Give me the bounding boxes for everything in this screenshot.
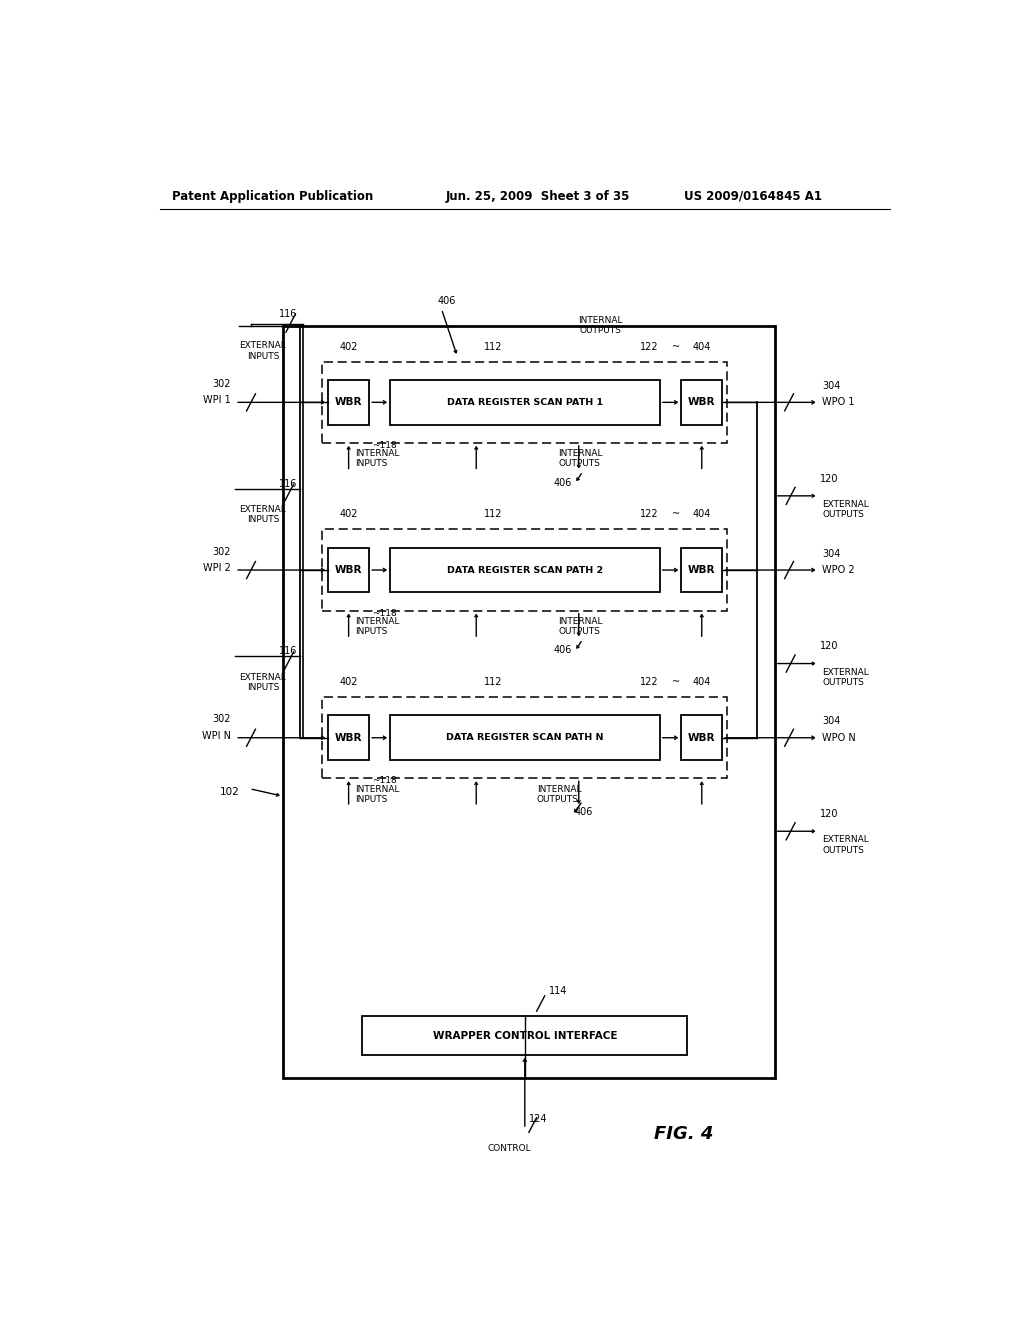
Text: 122: 122 bbox=[640, 510, 658, 519]
FancyBboxPatch shape bbox=[390, 715, 659, 760]
Text: WPO 2: WPO 2 bbox=[822, 565, 855, 576]
Text: INTERNAL
INPUTS: INTERNAL INPUTS bbox=[355, 449, 399, 469]
FancyBboxPatch shape bbox=[328, 548, 370, 593]
Text: 402: 402 bbox=[339, 342, 357, 351]
Text: WPI 1: WPI 1 bbox=[204, 395, 231, 405]
Text: EXTERNAL
OUTPUTS: EXTERNAL OUTPUTS bbox=[822, 500, 869, 519]
Text: INTERNAL
OUTPUTS: INTERNAL OUTPUTS bbox=[537, 784, 582, 804]
Text: INTERNAL
OUTPUTS: INTERNAL OUTPUTS bbox=[558, 449, 603, 469]
Text: EXTERNAL
INPUTS: EXTERNAL INPUTS bbox=[240, 506, 287, 524]
Text: Jun. 25, 2009  Sheet 3 of 35: Jun. 25, 2009 Sheet 3 of 35 bbox=[445, 190, 630, 202]
Text: 402: 402 bbox=[339, 510, 357, 519]
Text: WPO N: WPO N bbox=[822, 733, 856, 743]
Text: INTERNAL
OUTPUTS: INTERNAL OUTPUTS bbox=[578, 315, 623, 335]
Text: 304: 304 bbox=[822, 717, 841, 726]
Text: ~118: ~118 bbox=[372, 441, 396, 450]
Text: Patent Application Publication: Patent Application Publication bbox=[172, 190, 373, 202]
Text: 122: 122 bbox=[640, 677, 658, 686]
Text: 404: 404 bbox=[692, 677, 711, 686]
Text: ~118: ~118 bbox=[372, 609, 396, 618]
Text: WPO 1: WPO 1 bbox=[822, 397, 855, 408]
Text: WPI N: WPI N bbox=[202, 731, 231, 741]
FancyBboxPatch shape bbox=[362, 1016, 687, 1055]
Text: 302: 302 bbox=[213, 546, 231, 557]
Text: 302: 302 bbox=[213, 379, 231, 389]
Text: ~: ~ bbox=[672, 510, 680, 519]
Text: WBR: WBR bbox=[335, 565, 362, 576]
FancyBboxPatch shape bbox=[283, 326, 775, 1078]
Text: 404: 404 bbox=[692, 342, 711, 351]
Text: DATA REGISTER SCAN PATH 1: DATA REGISTER SCAN PATH 1 bbox=[446, 397, 603, 407]
Text: WRAPPER CONTROL INTERFACE: WRAPPER CONTROL INTERFACE bbox=[432, 1031, 617, 1040]
Text: 120: 120 bbox=[820, 809, 839, 818]
Text: 116: 116 bbox=[279, 647, 297, 656]
Text: WPI 2: WPI 2 bbox=[204, 564, 231, 573]
Text: INTERNAL
INPUTS: INTERNAL INPUTS bbox=[355, 784, 399, 804]
Text: 114: 114 bbox=[549, 986, 567, 995]
Text: 112: 112 bbox=[483, 342, 503, 351]
Text: WBR: WBR bbox=[688, 397, 716, 408]
FancyBboxPatch shape bbox=[328, 715, 370, 760]
FancyBboxPatch shape bbox=[390, 380, 659, 425]
Text: ~: ~ bbox=[672, 677, 680, 686]
Text: US 2009/0164845 A1: US 2009/0164845 A1 bbox=[684, 190, 821, 202]
Text: ~: ~ bbox=[672, 342, 680, 351]
Text: 116: 116 bbox=[279, 309, 297, 319]
FancyBboxPatch shape bbox=[681, 548, 722, 593]
FancyBboxPatch shape bbox=[681, 380, 722, 425]
Text: 402: 402 bbox=[339, 677, 357, 686]
Text: 112: 112 bbox=[483, 677, 503, 686]
FancyBboxPatch shape bbox=[390, 548, 659, 593]
Text: 406: 406 bbox=[554, 478, 572, 487]
Text: DATA REGISTER SCAN PATH 2: DATA REGISTER SCAN PATH 2 bbox=[446, 565, 603, 574]
Text: 404: 404 bbox=[692, 510, 711, 519]
Text: WBR: WBR bbox=[335, 397, 362, 408]
Text: 304: 304 bbox=[822, 549, 841, 558]
FancyBboxPatch shape bbox=[328, 380, 370, 425]
Text: 302: 302 bbox=[213, 714, 231, 725]
Text: 120: 120 bbox=[820, 474, 839, 483]
Text: WBR: WBR bbox=[335, 733, 362, 743]
Text: EXTERNAL
OUTPUTS: EXTERNAL OUTPUTS bbox=[822, 668, 869, 686]
Text: 406: 406 bbox=[574, 807, 593, 817]
Text: 124: 124 bbox=[528, 1114, 547, 1123]
Text: DATA REGISTER SCAN PATH N: DATA REGISTER SCAN PATH N bbox=[446, 733, 603, 742]
Text: WBR: WBR bbox=[688, 565, 716, 576]
Text: 304: 304 bbox=[822, 381, 841, 391]
Text: INTERNAL
INPUTS: INTERNAL INPUTS bbox=[355, 616, 399, 636]
FancyBboxPatch shape bbox=[681, 715, 722, 760]
Text: EXTERNAL
OUTPUTS: EXTERNAL OUTPUTS bbox=[822, 836, 869, 855]
Text: ~118: ~118 bbox=[372, 776, 396, 785]
Text: FIG. 4: FIG. 4 bbox=[654, 1125, 713, 1143]
Text: 116: 116 bbox=[279, 479, 297, 488]
Text: WBR: WBR bbox=[688, 733, 716, 743]
Text: 102: 102 bbox=[219, 788, 240, 797]
Text: EXTERNAL
INPUTS: EXTERNAL INPUTS bbox=[240, 673, 287, 692]
Text: 406: 406 bbox=[554, 645, 572, 655]
Text: 122: 122 bbox=[640, 342, 658, 351]
Text: EXTERNAL
INPUTS: EXTERNAL INPUTS bbox=[240, 342, 287, 360]
Text: INTERNAL
OUTPUTS: INTERNAL OUTPUTS bbox=[558, 616, 603, 636]
Text: CONTROL: CONTROL bbox=[487, 1144, 530, 1154]
Text: 406: 406 bbox=[437, 296, 456, 306]
Text: 112: 112 bbox=[483, 510, 503, 519]
Text: 120: 120 bbox=[820, 642, 839, 651]
